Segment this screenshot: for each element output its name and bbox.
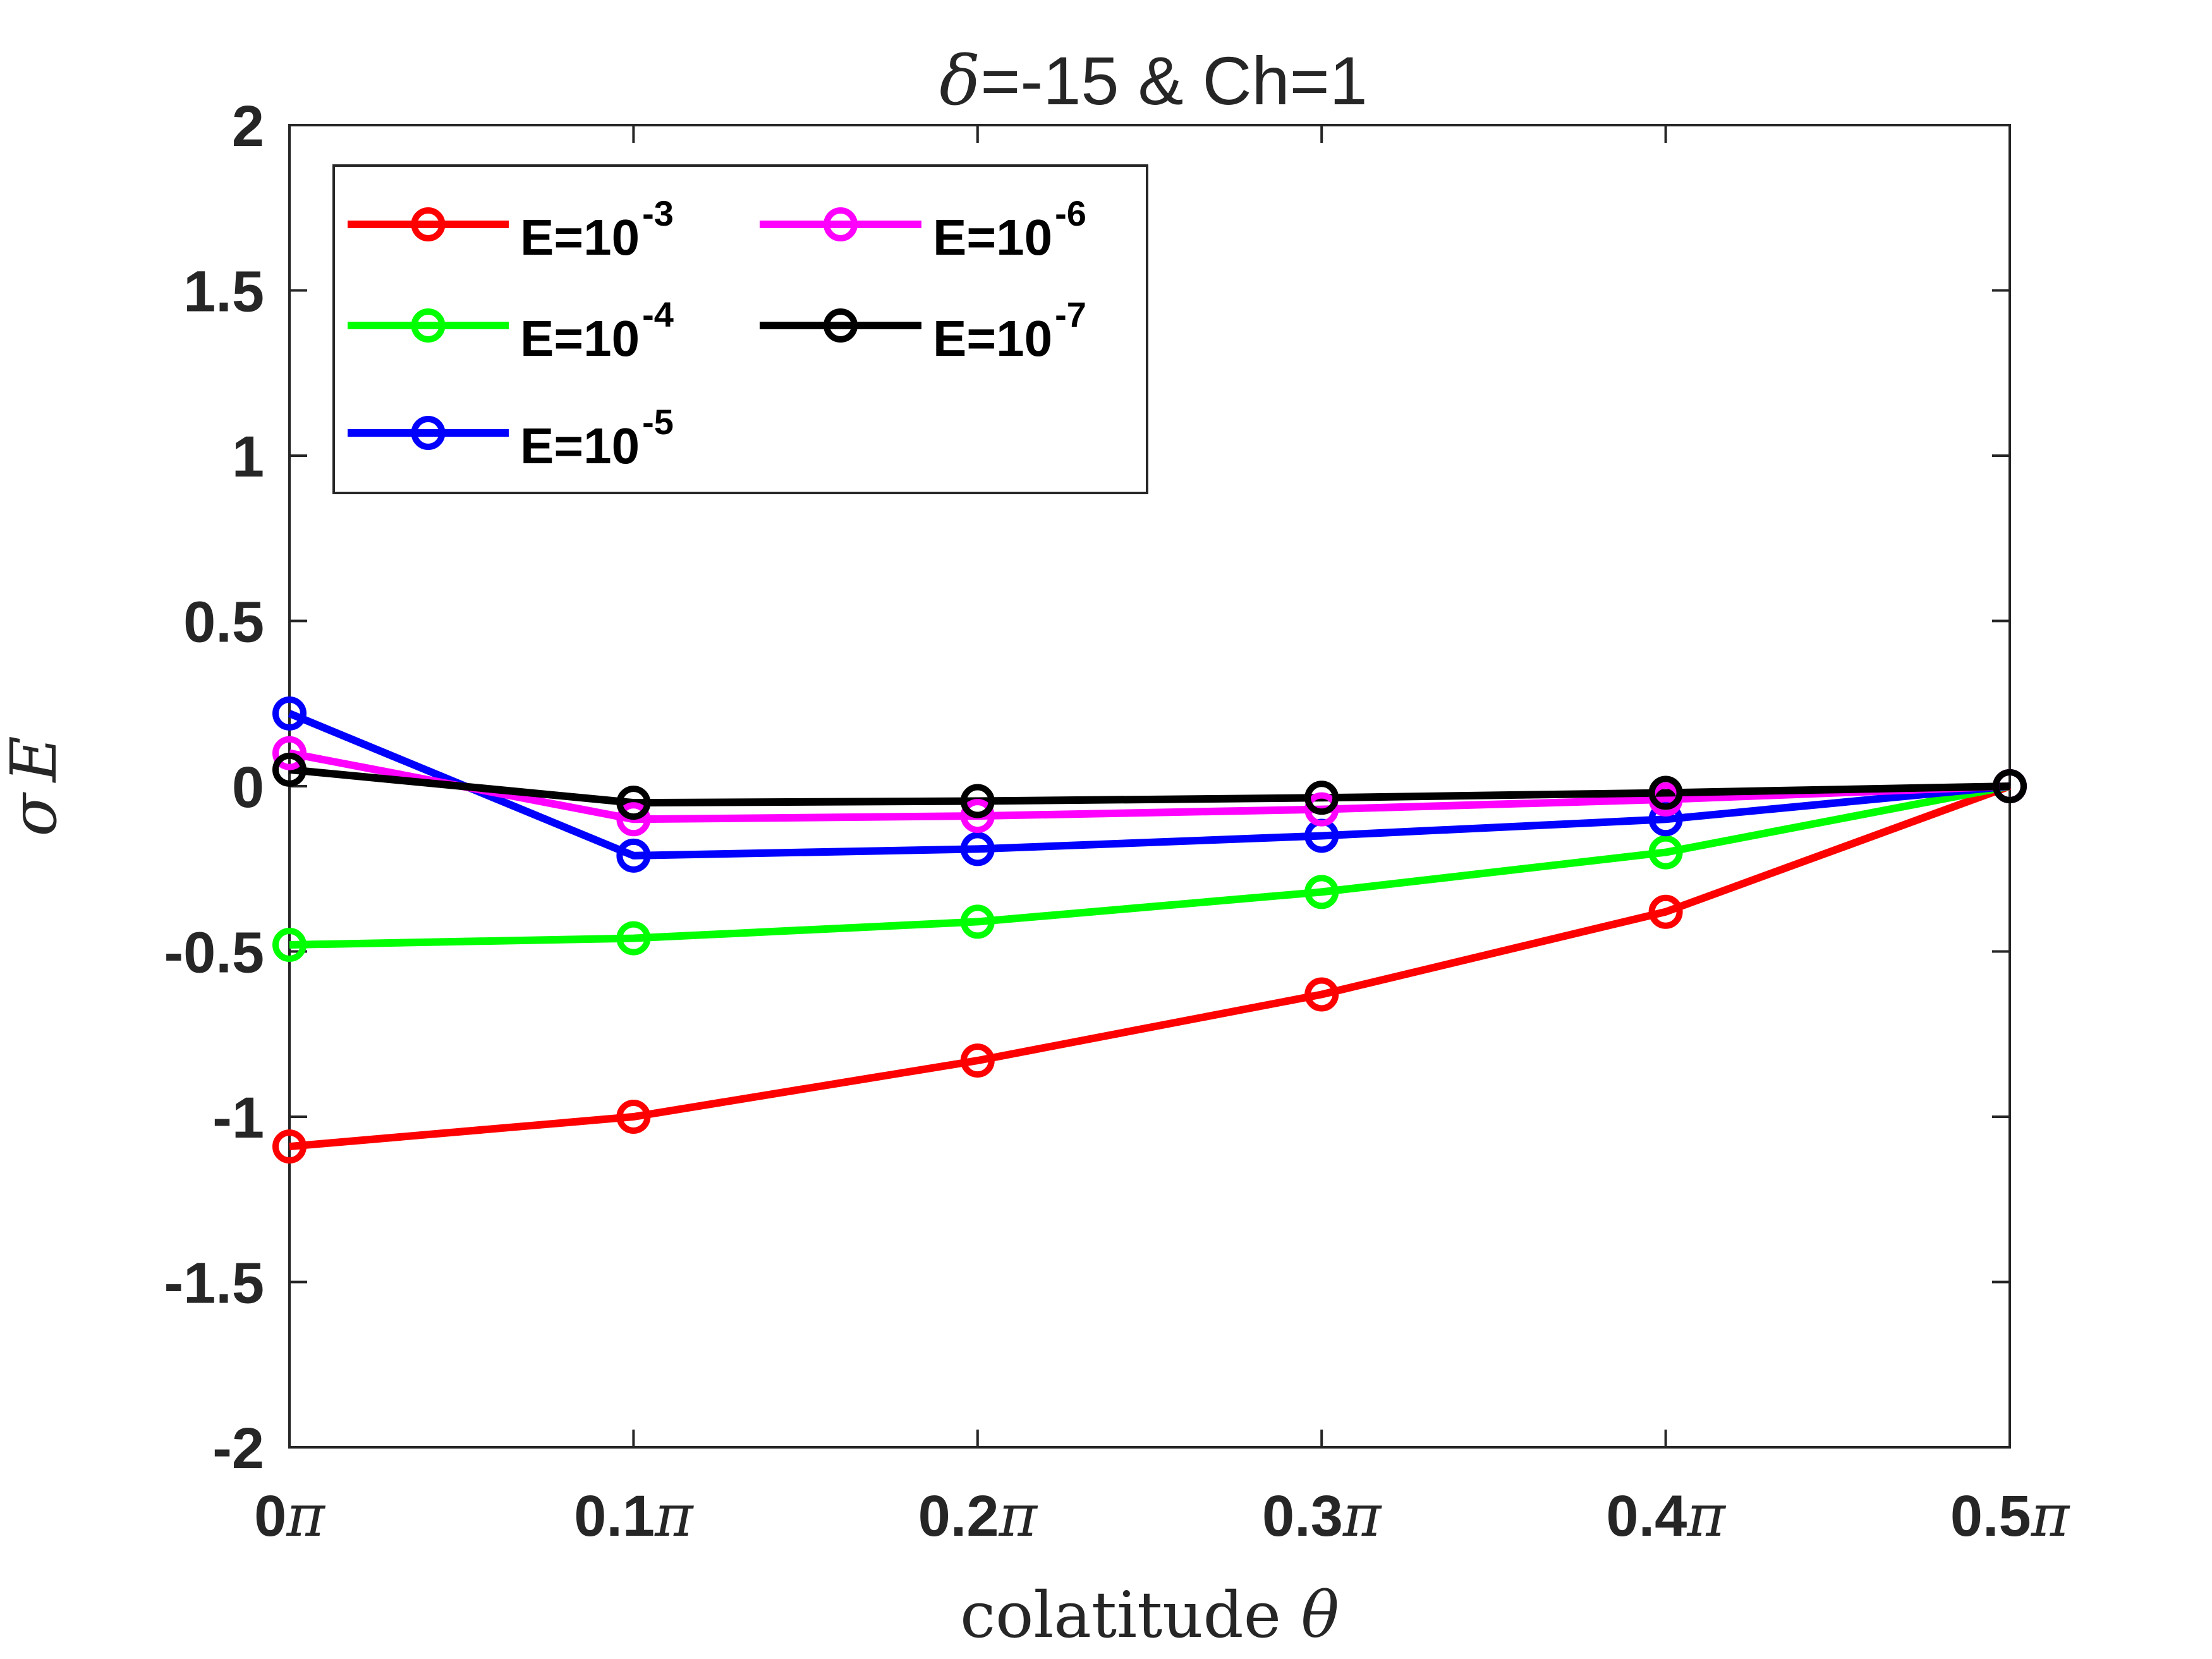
x-tick-label-value: 0.3 [1262, 1484, 1343, 1548]
x-tick-label-pi: π [654, 1482, 694, 1550]
series-5-point [1648, 775, 1683, 810]
legend-label-exponent: -6 [1055, 193, 1086, 233]
x-tick-label-value: 0.2 [918, 1484, 999, 1548]
series-markers [272, 696, 2027, 1164]
series-1-point [616, 1100, 651, 1134]
x-axis-label-symbol: θ [1301, 1578, 1339, 1652]
legend-label: E=10-3 [520, 193, 674, 265]
series-2-point [1648, 835, 1683, 870]
x-tick-labels: 0π 0.1π 0.2π 0.3π 0.4π 0.5π [254, 1482, 2070, 1550]
series-line-5 [289, 765, 2010, 807]
x-tick-label-value: 0.1 [574, 1484, 655, 1548]
x-tick-label-pi: π [2031, 1482, 2070, 1550]
series-5-point [272, 752, 307, 787]
y-tick-label: -0.5 [164, 921, 264, 985]
x-tick-label: 0.1π [574, 1482, 694, 1550]
legend: E=10-3E=10-4E=10-5E=10-6E=10-7 [332, 164, 1148, 494]
legend-label: E=10-7 [933, 295, 1086, 367]
legend-label-base: E=10 [520, 418, 640, 474]
series-2-point [272, 928, 307, 963]
legend-label: E=10-4 [520, 295, 674, 367]
series-5-point [616, 786, 651, 820]
series-line-3 [288, 710, 2010, 860]
legend-swatch-marker [823, 308, 858, 343]
legend-label-base: E=10 [520, 310, 640, 367]
x-tick-label: 0π [254, 1482, 325, 1550]
x-tick-label-pi: π [1686, 1482, 1726, 1550]
legend-label-exponent: -3 [642, 193, 674, 233]
x-tick-label: 0.4π [1606, 1482, 1726, 1550]
legend-label-exponent: -5 [642, 402, 674, 442]
y-tick-label: -1.5 [164, 1251, 264, 1316]
x-axis-label-text: colatitude [960, 1578, 1301, 1652]
legend-label-base: E=10 [520, 209, 640, 265]
legend-item-5: E=10-7 [760, 295, 1086, 367]
series-2-point [616, 921, 651, 956]
y-tick-label: 1 [232, 425, 264, 489]
series-4-point [1304, 792, 1339, 827]
series-5-point [1304, 781, 1339, 815]
series-3-point [272, 696, 307, 731]
x-axis-label: colatitude θ [960, 1578, 1339, 1652]
legend-swatch-marker [823, 207, 858, 241]
x-tick-label-value: 0.5 [1950, 1484, 2031, 1548]
x-tick-label: 0.5π [1950, 1482, 2070, 1550]
x-tick-label-pi: π [1342, 1482, 1382, 1550]
series-1-point [1304, 977, 1339, 1012]
legend-label-exponent: -7 [1055, 295, 1086, 334]
legend-item-1: E=10-3 [348, 193, 674, 265]
title-text: =-15 & Ch=1 [980, 42, 1367, 119]
series-1-point [272, 1129, 307, 1164]
series-5-point [1993, 769, 2027, 803]
y-tick-label: -1 [212, 1086, 264, 1150]
x-tick-label-pi: π [999, 1482, 1038, 1550]
title-symbol: δ [939, 42, 980, 121]
legend-swatch-marker [411, 308, 446, 343]
series-4-point [272, 736, 307, 770]
y-axis-label: σE [0, 736, 71, 836]
legend-item-4: E=10-6 [760, 193, 1086, 265]
series-line-2 [289, 782, 2011, 949]
y-tick-labels: 2 1.5 1 0.5 0 -0.5 -1 -1.5 -2 [164, 94, 264, 1481]
legend-swatch-marker [411, 416, 446, 450]
series-1-point [1648, 894, 1683, 929]
series-5-point [960, 784, 995, 818]
x-tick-label-value: 0.4 [1606, 1484, 1687, 1548]
y-tick-label: 2 [232, 94, 264, 159]
series-2-point [1304, 875, 1339, 909]
series-4-point [960, 799, 995, 834]
series-line-4 [288, 749, 2010, 823]
x-tick-label: 0.2π [918, 1482, 1038, 1550]
y-axis-label-symbol: E [0, 736, 71, 783]
legend-item-2: E=10-4 [348, 295, 674, 367]
legend-item-3: E=10-5 [348, 402, 674, 474]
legend-swatch-marker [411, 207, 446, 241]
legend-label-base: E=10 [933, 209, 1052, 265]
x-tick-label: 0.3π [1262, 1482, 1382, 1550]
series-3-point [960, 832, 995, 866]
y-axis-label-sigma: σ [0, 792, 71, 837]
chart-title: δ=-15 & Ch=1 [939, 42, 1367, 121]
y-tick-label: 1.5 [183, 260, 264, 324]
x-tick-label-pi: π [286, 1482, 325, 1550]
legend-label: E=10-6 [933, 193, 1086, 265]
y-tick-label: 0 [232, 755, 264, 820]
series-4-point [616, 802, 651, 837]
series-1-point [960, 1043, 995, 1078]
legend-label: E=10-5 [520, 402, 674, 474]
y-tick-label: 0.5 [183, 590, 264, 655]
series-2-point [960, 904, 995, 939]
series-line-1 [289, 782, 2012, 1151]
series-lines [288, 710, 2012, 1151]
y-tick-label: -2 [212, 1416, 264, 1481]
legend-label-base: E=10 [933, 310, 1052, 367]
x-tick-label-value: 0 [254, 1484, 286, 1548]
legend-label-exponent: -4 [642, 295, 674, 334]
series-3-point [616, 838, 651, 873]
